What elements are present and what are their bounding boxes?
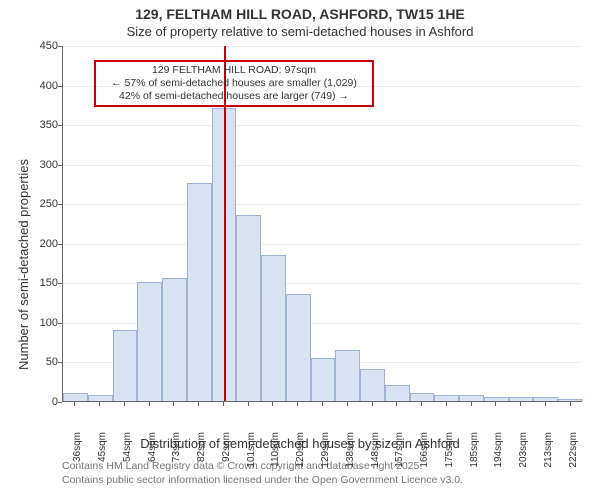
chart-title: 129, FELTHAM HILL ROAD, ASHFORD, TW15 1H…	[0, 6, 600, 22]
x-tick-label: 148sqm	[370, 432, 381, 482]
y-axis-label: Number of semi-detached properties	[16, 159, 31, 370]
x-tick-label: 45sqm	[97, 432, 108, 482]
grid-line	[63, 46, 582, 47]
grid-line	[63, 244, 582, 245]
x-tick-label: 73sqm	[171, 432, 182, 482]
x-tick-label: 120sqm	[295, 432, 306, 482]
x-tick-mark	[198, 402, 199, 406]
histogram-bar	[533, 397, 558, 401]
y-tick-mark	[58, 125, 62, 126]
x-tick-label: 54sqm	[122, 432, 133, 482]
x-tick-mark	[421, 402, 422, 406]
x-tick-label: 101sqm	[246, 432, 257, 482]
x-tick-label: 157sqm	[394, 432, 405, 482]
x-tick-mark	[223, 402, 224, 406]
histogram-bar	[360, 369, 385, 401]
histogram-bar	[509, 397, 534, 401]
histogram-bar	[434, 395, 459, 401]
x-tick-mark	[297, 402, 298, 406]
x-tick-label: 138sqm	[345, 432, 356, 482]
y-tick-label: 100	[30, 317, 58, 329]
y-tick-mark	[58, 402, 62, 403]
y-tick-mark	[58, 165, 62, 166]
annotation-line: 42% of semi-detached houses are larger (…	[100, 90, 368, 103]
x-tick-mark	[347, 402, 348, 406]
x-tick-mark	[446, 402, 447, 406]
x-tick-mark	[495, 402, 496, 406]
histogram-bar	[113, 330, 138, 401]
histogram-bar	[88, 395, 113, 401]
histogram-bar	[137, 282, 162, 401]
x-tick-mark	[322, 402, 323, 406]
chart-container: 129, FELTHAM HILL ROAD, ASHFORD, TW15 1H…	[0, 0, 600, 500]
y-tick-label: 350	[30, 119, 58, 131]
x-tick-label: 36sqm	[72, 432, 83, 482]
y-tick-mark	[58, 204, 62, 205]
x-tick-mark	[396, 402, 397, 406]
x-tick-mark	[124, 402, 125, 406]
x-tick-mark	[173, 402, 174, 406]
x-tick-mark	[570, 402, 571, 406]
histogram-bar	[286, 294, 311, 401]
histogram-bar	[162, 278, 187, 401]
annotation-box: 129 FELTHAM HILL ROAD: 97sqm← 57% of sem…	[94, 60, 374, 107]
x-tick-label: 129sqm	[320, 432, 331, 482]
y-tick-label: 400	[30, 80, 58, 92]
y-tick-mark	[58, 323, 62, 324]
grid-line	[63, 204, 582, 205]
y-tick-label: 200	[30, 238, 58, 250]
x-tick-label: 213sqm	[543, 432, 554, 482]
histogram-bar	[410, 393, 435, 401]
x-tick-mark	[74, 402, 75, 406]
y-tick-mark	[58, 46, 62, 47]
chart-subtitle: Size of property relative to semi-detach…	[0, 24, 600, 39]
y-tick-label: 300	[30, 159, 58, 171]
histogram-bar	[459, 395, 484, 401]
x-tick-label: 185sqm	[469, 432, 480, 482]
x-tick-mark	[471, 402, 472, 406]
histogram-bar	[63, 393, 88, 401]
histogram-bar	[187, 183, 212, 401]
y-tick-label: 450	[30, 40, 58, 52]
x-tick-label: 194sqm	[493, 432, 504, 482]
x-tick-mark	[99, 402, 100, 406]
annotation-line: 129 FELTHAM HILL ROAD: 97sqm	[100, 64, 368, 77]
y-tick-mark	[58, 244, 62, 245]
x-tick-mark	[372, 402, 373, 406]
x-tick-mark	[520, 402, 521, 406]
y-tick-mark	[58, 283, 62, 284]
histogram-bar	[261, 255, 286, 401]
x-tick-label: 110sqm	[270, 432, 281, 482]
x-tick-mark	[272, 402, 273, 406]
x-tick-label: 222sqm	[568, 432, 579, 482]
histogram-bar	[311, 358, 336, 402]
y-tick-label: 50	[30, 356, 58, 368]
grid-line	[63, 165, 582, 166]
x-tick-mark	[149, 402, 150, 406]
y-tick-label: 150	[30, 277, 58, 289]
histogram-bar	[558, 399, 583, 401]
y-tick-label: 0	[30, 396, 58, 408]
x-tick-label: 82sqm	[196, 432, 207, 482]
x-tick-label: 175sqm	[444, 432, 455, 482]
histogram-bar	[484, 397, 509, 401]
y-tick-mark	[58, 86, 62, 87]
annotation-line: ← 57% of semi-detached houses are smalle…	[100, 77, 368, 90]
histogram-bar	[385, 385, 410, 401]
y-tick-label: 250	[30, 198, 58, 210]
x-tick-label: 92sqm	[221, 432, 232, 482]
x-tick-label: 203sqm	[518, 432, 529, 482]
grid-line	[63, 125, 582, 126]
x-tick-label: 166sqm	[419, 432, 430, 482]
histogram-bar	[335, 350, 360, 401]
x-tick-label: 64sqm	[147, 432, 158, 482]
y-tick-mark	[58, 362, 62, 363]
histogram-bar	[236, 215, 261, 401]
x-tick-mark	[248, 402, 249, 406]
x-tick-mark	[545, 402, 546, 406]
